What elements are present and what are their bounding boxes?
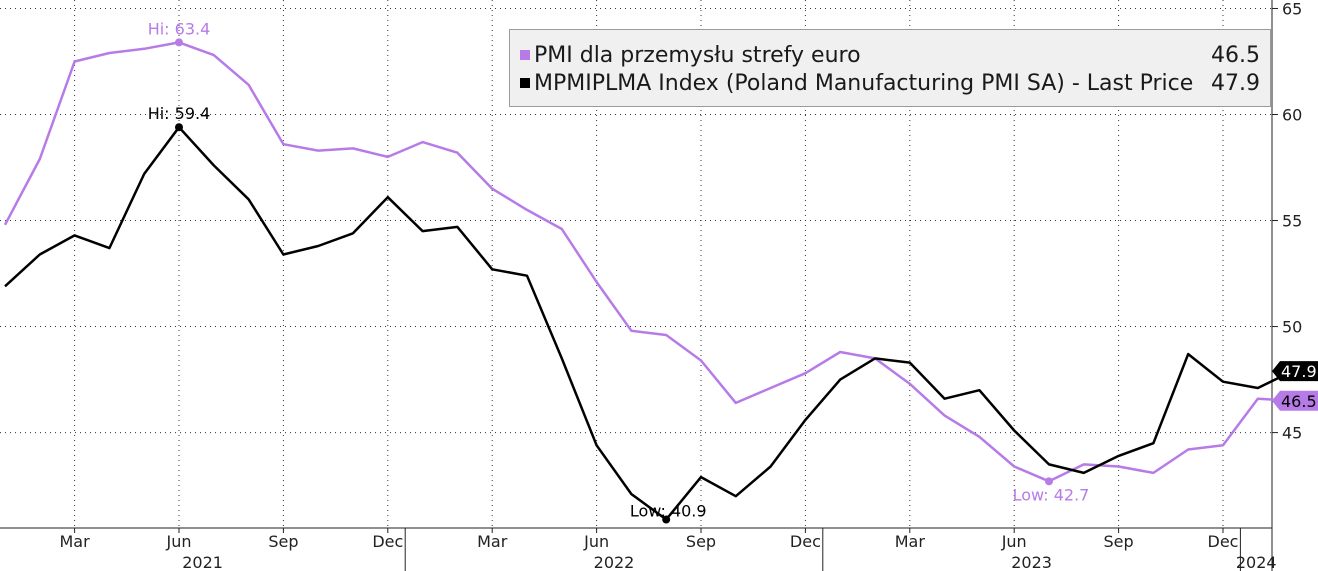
poland-pmi-line — [4, 125, 1294, 521]
y-tick-label: 45 — [1282, 424, 1302, 443]
poland-pmi-last-tag: 47.9 — [1272, 361, 1318, 382]
extreme-marker — [662, 515, 671, 524]
y-tick-label: 55 — [1282, 212, 1302, 231]
last-value-tag — [1272, 361, 1318, 382]
euro-pmi-swatch — [520, 50, 530, 60]
year-label: 2021 — [182, 553, 223, 571]
legend-label: MPMIPLMA Index (Poland Manufacturing PMI… — [534, 70, 1194, 96]
x-tick-label: Jun — [166, 532, 192, 551]
extreme-label: Low: 42.7 — [1013, 485, 1090, 504]
year-label: 2022 — [594, 553, 635, 571]
legend-entry-euro-pmi: PMI dla przemysłu strefy euro 46.5 — [520, 40, 1260, 70]
x-tick-label: Dec — [790, 532, 821, 551]
extreme-marker — [175, 38, 183, 47]
x-tick-label: Jun — [1001, 532, 1027, 551]
x-tick-label: Dec — [372, 532, 403, 551]
legend: PMI dla przemysłu strefy euro 46.5 MPMIP… — [509, 29, 1271, 107]
legend-entry-poland-pmi: MPMIPLMA Index (Poland Manufacturing PMI… — [520, 68, 1260, 98]
legend-value: 47.9 — [1211, 70, 1260, 96]
y-tick-label: 60 — [1282, 106, 1302, 125]
grid-lines — [0, 0, 1272, 528]
x-tick-label: Mar — [60, 532, 91, 551]
last-value-label: 46.5 — [1281, 392, 1317, 411]
x-tick-label: Sep — [686, 532, 716, 551]
y-tick-label: 65 — [1282, 0, 1302, 18]
x-tick-label: Mar — [895, 532, 926, 551]
x-tick-label: Sep — [268, 532, 298, 551]
last-value-tag — [1272, 390, 1318, 411]
euro-pmi-last-tag: 46.5 — [1272, 390, 1318, 411]
euro-pmi-line — [3, 41, 1293, 483]
legend-value: 46.5 — [1211, 42, 1260, 68]
x-tick-label: Mar — [477, 532, 508, 551]
x-tick-label: Dec — [1208, 532, 1239, 551]
extreme-label: Hi: 59.4 — [148, 104, 211, 123]
year-label: 2024 — [1236, 553, 1277, 571]
x-tick-label: Jun — [583, 532, 609, 551]
axes — [0, 0, 1278, 571]
axis-labels: 45 50 55 60 65 Mar Jun Sep Dec Mar Jun Sep Dec Mar Jun… — [60, 0, 1303, 571]
extreme-marker — [175, 123, 183, 132]
extreme-label: Hi: 63.4 — [148, 19, 211, 38]
extreme-label: Low: 40.9 — [630, 502, 707, 521]
poland-pmi-swatch — [520, 78, 530, 88]
legend-label: PMI dla przemysłu strefy euro — [534, 42, 861, 68]
y-tick-label: 50 — [1282, 318, 1302, 337]
last-value-label: 47.9 — [1281, 362, 1317, 381]
series-lines — [3, 41, 1294, 521]
extreme-marker — [1045, 477, 1053, 486]
year-label: 2023 — [1011, 553, 1052, 571]
x-tick-label: Sep — [1104, 532, 1134, 551]
